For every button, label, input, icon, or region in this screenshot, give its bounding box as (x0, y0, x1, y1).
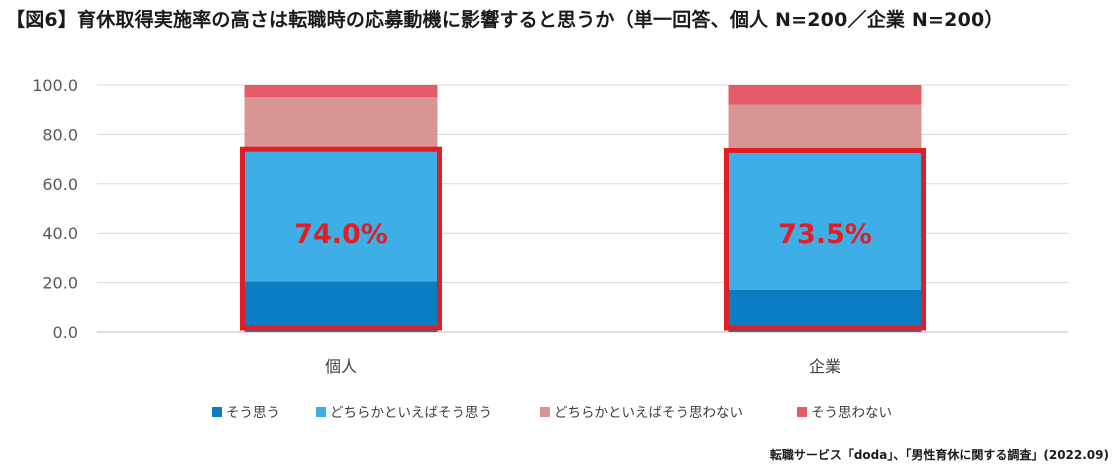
highlight-label: 73.5% (778, 219, 872, 250)
y-tick-label: 100.0 (32, 76, 78, 95)
x-tick-label: 個人 (325, 357, 357, 376)
bar-segment (728, 85, 922, 105)
bar-segment (728, 150, 922, 291)
legend-label: そう思う (226, 405, 280, 421)
y-tick-label: 80.0 (42, 125, 78, 144)
legend-swatch (316, 407, 326, 417)
bar-segment (728, 104, 922, 151)
chart-title: 【図6】育休取得実施率の高さは転職時の応募動機に影響すると思うか（単一回答、個人… (6, 9, 1004, 31)
legend-label: そう思わない (811, 405, 892, 421)
bars (244, 85, 922, 332)
highlight-box (240, 146, 442, 331)
legend-swatch (797, 407, 807, 417)
legend-label: どちらかといえばそう思わない (554, 405, 743, 421)
bar-segment (728, 290, 922, 332)
y-tick-label: 20.0 (42, 274, 78, 293)
highlight-box (724, 147, 926, 331)
bar-segment (244, 85, 438, 98)
y-axis-ticks: 0.0 20.0 40.0 60.0 80.0 100.0 (32, 76, 78, 342)
highlight-boxes: 74.0% 73.5% (240, 146, 926, 331)
legend-label: どちらかといえばそう思う (330, 405, 492, 421)
source-note: 転職サービス「doda」、「男性育休に関する調査」(2022.09) (769, 448, 1109, 462)
y-tick-label: 0.0 (53, 323, 78, 342)
legend-swatch (540, 407, 550, 417)
highlight-label: 74.0% (294, 219, 388, 250)
legend: そう思う どちらかといえばそう思う どちらかといえばそう思わない そう思わない (212, 405, 892, 421)
x-tick-label: 企業 (809, 357, 841, 376)
bar-segment (244, 281, 438, 332)
y-tick-label: 60.0 (42, 175, 78, 194)
bar-segment (244, 97, 438, 150)
legend-swatch (212, 407, 222, 417)
x-axis-ticks: 個人 企業 (325, 357, 841, 376)
y-tick-label: 40.0 (42, 224, 78, 243)
bar-segment (244, 149, 438, 282)
